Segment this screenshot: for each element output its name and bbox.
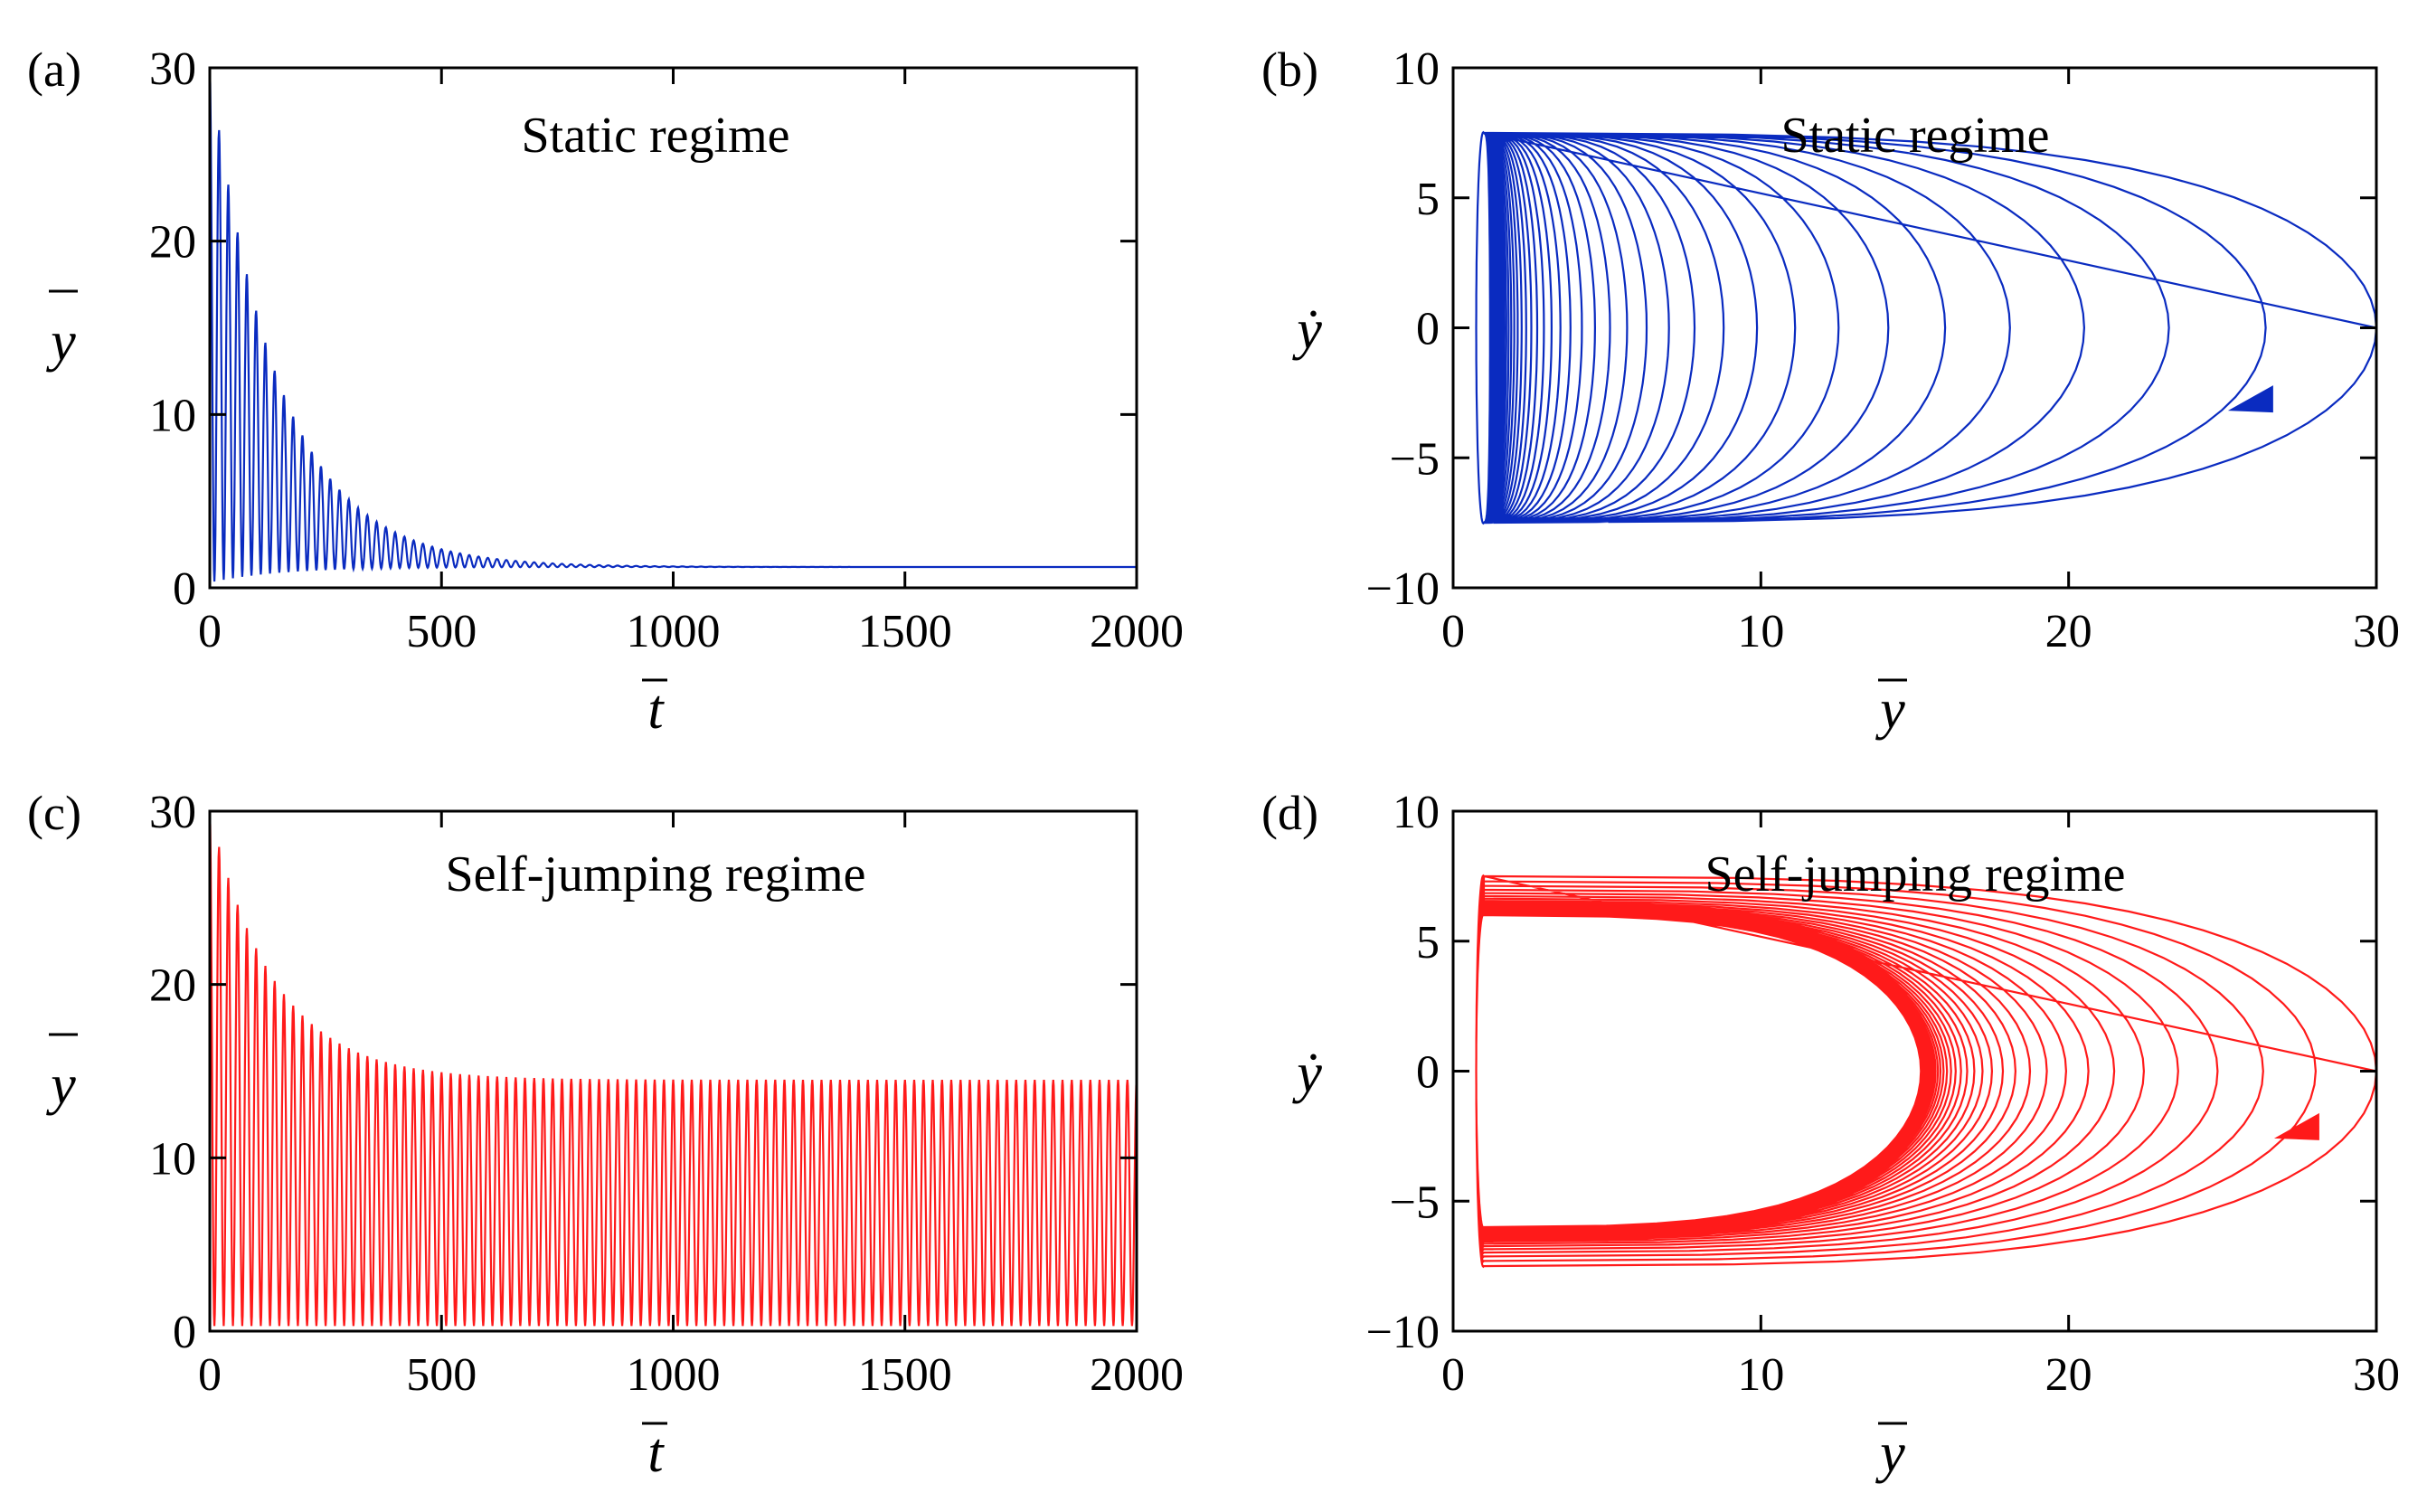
x-axis-label-a-text: t	[647, 679, 665, 741]
direction-arrow-b	[2227, 385, 2273, 413]
panel-d-label: (d)	[1261, 786, 1318, 840]
phase-trajectory-d	[1475, 874, 2376, 1269]
y-tick-label-c-0: 0	[173, 1307, 196, 1358]
panel-b-label: (b)	[1261, 43, 1318, 97]
y-tick-label-b-4: 10	[1393, 43, 1440, 95]
x-tick-label-b-0: 0	[1441, 606, 1465, 657]
ticks-c: 0 500 1000 1500 2000 0 10 20 30	[149, 787, 1184, 1401]
x-axis-label-d-text: y	[1875, 1422, 1905, 1484]
y-tick-label-b-3: 5	[1416, 174, 1440, 225]
y-tick-label-d-3: 5	[1416, 917, 1440, 969]
panel-b: (b) 0 10 20 30 −10 −5 0 5 10 Static regime y ẏ	[1261, 43, 2400, 741]
panel-d-annotation: Self-jumping regime	[1705, 846, 2125, 902]
panel-d: (d) 0 10 20 30 −10 −5 0 5 10 Self-jumping regime…	[1261, 786, 2400, 1484]
ticks-a: 0 500 1000 1500 2000 0 10 20 30	[149, 43, 1184, 657]
y-axis-label-c-text: y	[45, 1054, 76, 1116]
y-axis-label-c: y	[45, 1033, 78, 1116]
x-tick-label-c-2: 1000	[627, 1349, 721, 1401]
x-axis-label-d: y	[1875, 1422, 1907, 1484]
y-axis-label-a-text: y	[45, 311, 76, 373]
panel-c: (c) 0 500 1000 1500 2000 0 10 20 30 Self-jumping…	[27, 786, 1184, 1484]
panel-a-annotation: Static regime	[521, 108, 789, 164]
panel-c-annotation: Self-jumping regime	[445, 846, 865, 902]
y-tick-label-c-2: 20	[149, 960, 196, 1012]
y-axis-label-b: ẏ	[1291, 299, 1322, 361]
y-tick-label-b-2: 0	[1416, 304, 1440, 355]
ticks-b: 0 10 20 30 −10 −5 0 5 10	[1366, 43, 2400, 657]
x-tick-label-d-3: 30	[2353, 1349, 2400, 1401]
x-tick-label-b-1: 10	[1737, 606, 1784, 657]
y-tick-label-d-0: −10	[1366, 1307, 1440, 1358]
phase-trajectory-b	[1475, 130, 2376, 525]
x-tick-label-a-4: 2000	[1090, 606, 1184, 657]
y-tick-label-b-0: −10	[1366, 563, 1440, 615]
x-tick-label-d-0: 0	[1441, 1349, 1465, 1401]
ticks-d: 0 10 20 30 −10 −5 0 5 10	[1366, 787, 2400, 1401]
series-line-c	[210, 811, 1137, 1327]
series-line-a	[210, 68, 1137, 582]
y-tick-label-a-3: 30	[149, 43, 196, 95]
y-tick-label-c-1: 10	[149, 1133, 196, 1185]
y-tick-label-a-2: 20	[149, 217, 196, 269]
x-tick-label-b-2: 20	[2045, 606, 2092, 657]
panel-a-label: (a)	[27, 43, 81, 97]
x-axis-label-b-text: y	[1875, 679, 1905, 741]
plot-d	[1475, 874, 2376, 1269]
y-tick-label-a-1: 10	[149, 390, 196, 441]
plot-b	[1475, 130, 2376, 525]
y-axis-label-d: ẏ	[1291, 1043, 1322, 1104]
x-axis-label-c: t	[642, 1422, 667, 1484]
plot-c	[210, 811, 1137, 1327]
x-tick-label-b-3: 30	[2353, 606, 2400, 657]
y-tick-label-d-2: 0	[1416, 1047, 1440, 1099]
y-tick-label-d-4: 10	[1393, 787, 1440, 838]
x-tick-label-c-0: 0	[198, 1349, 222, 1401]
y-tick-label-a-0: 0	[173, 563, 196, 615]
panel-a: (a) 0 500 1000 1500 2000 0 10 20 30 Static regim…	[27, 43, 1184, 741]
plot-a	[210, 68, 1137, 582]
panel-b-annotation: Static regime	[1780, 108, 2049, 164]
y-axis-label-a: y	[45, 289, 78, 373]
x-tick-label-d-2: 20	[2045, 1349, 2092, 1401]
direction-arrow-d	[2273, 1112, 2319, 1140]
x-tick-label-a-2: 1000	[627, 606, 721, 657]
y-tick-label-d-1: −5	[1390, 1177, 1440, 1228]
x-axis-label-b: y	[1875, 678, 1907, 741]
panel-c-label: (c)	[27, 786, 81, 840]
x-tick-label-c-3: 1500	[858, 1349, 952, 1401]
x-axis-label-c-text: t	[647, 1422, 665, 1484]
y-tick-label-b-1: −5	[1390, 433, 1440, 485]
x-axis-label-a: t	[642, 678, 667, 741]
x-tick-label-a-1: 500	[406, 606, 477, 657]
x-tick-label-a-0: 0	[198, 606, 222, 657]
x-tick-label-c-4: 2000	[1090, 1349, 1184, 1401]
x-tick-label-c-1: 500	[406, 1349, 477, 1401]
x-tick-label-a-3: 1500	[858, 606, 952, 657]
y-tick-label-c-3: 30	[149, 787, 196, 838]
x-tick-label-d-1: 10	[1737, 1349, 1784, 1401]
